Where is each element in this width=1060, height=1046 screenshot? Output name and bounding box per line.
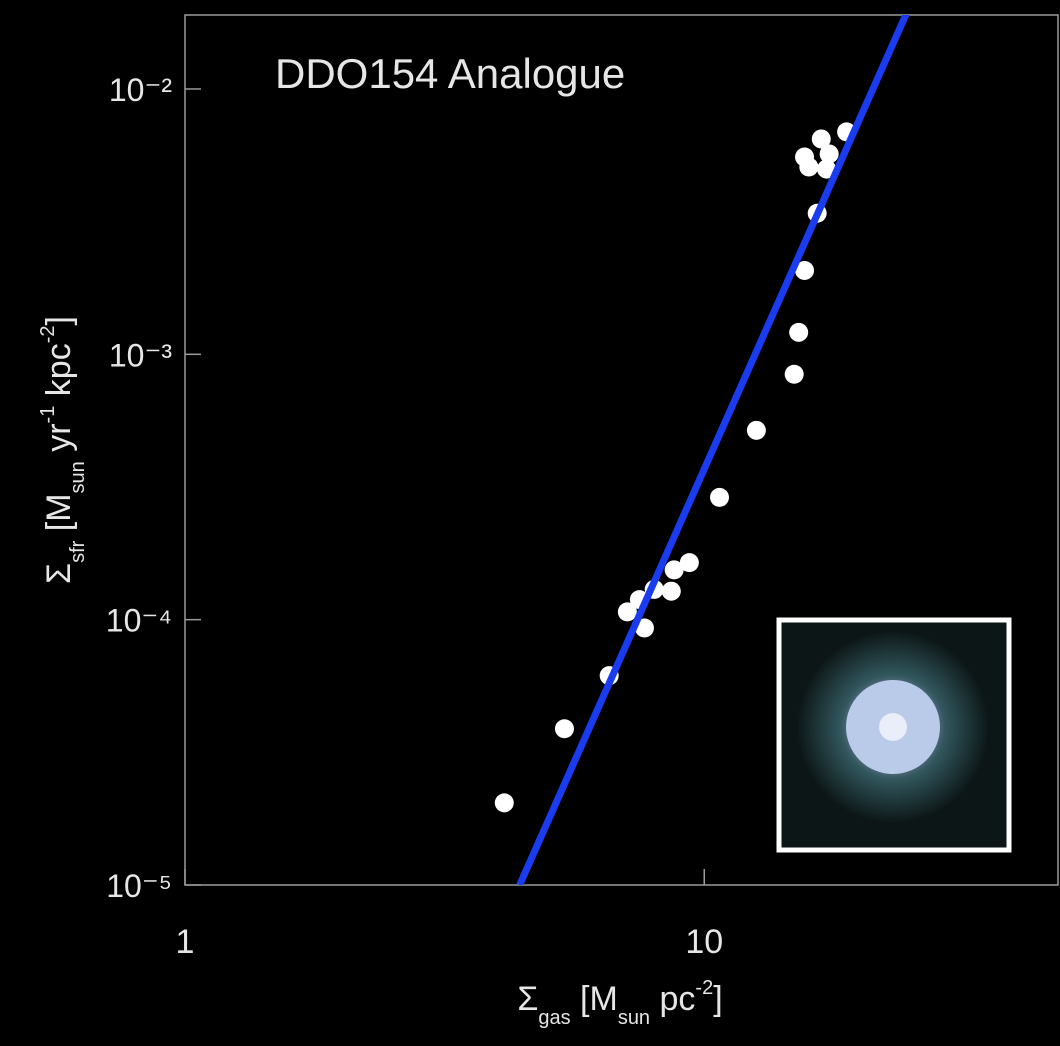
y-axis-label-part: [M <box>40 493 78 540</box>
x-axis-label-part: sun <box>618 1007 650 1029</box>
y-tick-label: 10⁻⁵ <box>106 868 172 904</box>
y-tick-label: 10⁻⁴ <box>106 603 172 639</box>
point <box>819 144 839 164</box>
inset-core <box>879 713 907 741</box>
y-axis-label-part: sfr <box>67 540 89 563</box>
point <box>679 553 699 573</box>
point <box>817 159 837 179</box>
y-axis-label-part: kpc <box>40 343 78 405</box>
point <box>617 602 637 622</box>
x-axis-label-part: pc <box>650 980 695 1018</box>
x-axis-label-part: gas <box>538 1007 570 1029</box>
point <box>799 157 819 177</box>
y-axis-label-part: yr <box>40 423 78 461</box>
inset <box>776 617 1012 853</box>
x-tick-label: 1 <box>176 923 195 961</box>
point <box>789 322 809 342</box>
point <box>664 560 684 580</box>
y-axis-label-part: Σ <box>40 563 78 584</box>
x-axis-label-part: ] <box>713 980 722 1018</box>
y-tick-label: 10⁻³ <box>109 337 172 373</box>
point <box>710 487 730 507</box>
x-tick-label: 10 <box>685 923 723 961</box>
point <box>795 260 815 280</box>
plot-area <box>494 15 910 885</box>
y-tick-label: 10⁻² <box>109 72 172 108</box>
point <box>554 719 574 739</box>
y-axis-label-part: ] <box>40 316 78 325</box>
y-axis-label: Σsfr [Msun yr-1 kpc-2] <box>37 316 89 584</box>
y-axis-label-part: -2 <box>37 326 59 344</box>
point <box>784 364 804 384</box>
y-axis-label-part: -1 <box>37 406 59 424</box>
chart-title: DDO154 Analogue <box>275 50 625 97</box>
x-axis-label: Σgas [Msun pc-2] <box>517 977 722 1029</box>
point <box>746 420 766 440</box>
x-axis-label-part: -2 <box>695 977 713 999</box>
x-axis-label-part: [M <box>571 980 618 1018</box>
point <box>811 129 831 149</box>
point <box>661 581 681 601</box>
x-axis-label-part: Σ <box>517 980 538 1018</box>
point <box>494 793 514 813</box>
plot-frame <box>184 14 1059 886</box>
point <box>634 618 654 638</box>
fit-line <box>516 15 910 885</box>
y-axis-label-part: sun <box>67 461 89 493</box>
